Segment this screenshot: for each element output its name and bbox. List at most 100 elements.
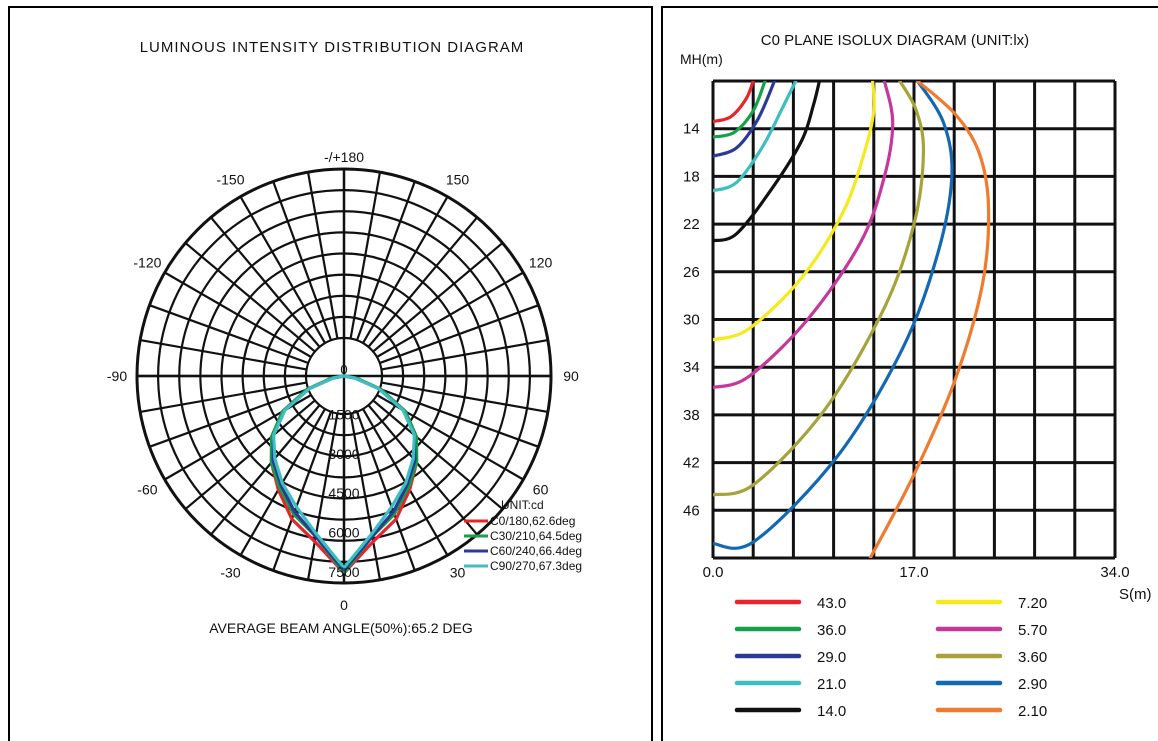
legend-label: 2.90 (1018, 676, 1047, 693)
isolux-curve-36-0 (713, 81, 767, 139)
isolux-curve-21-0 (713, 81, 798, 193)
x-tick-label: 0.0 (703, 564, 724, 581)
legend-label: 5.70 (1018, 622, 1047, 639)
polar-angle-label: -90 (107, 368, 127, 384)
isolux-curve-29-0 (713, 81, 777, 158)
polar-angle-label: -30 (220, 565, 240, 581)
polar-spoke (149, 304, 309, 365)
polar-spoke (306, 171, 339, 339)
y-tick-label: 38 (683, 407, 700, 424)
polar-spoke (367, 404, 478, 536)
isolux-curve-7-20 (713, 81, 876, 342)
polar-curve-c90 (271, 374, 417, 569)
isolux-curve-5-70 (713, 81, 895, 390)
polar-spoke (367, 216, 478, 348)
polar-spoke (149, 387, 309, 448)
polar-spoke (184, 399, 316, 510)
polar-spoke (349, 171, 382, 339)
y-tick-label: 46 (683, 502, 700, 519)
polar-spoke (379, 387, 539, 448)
legend-label: 14.0 (817, 703, 846, 720)
polar-angle-label: -/+180 (324, 149, 364, 165)
y-tick-label: 22 (683, 216, 700, 233)
legend-label: 29.0 (817, 649, 846, 666)
legend-label: 2.10 (1018, 703, 1047, 720)
polar-angle-label: -150 (216, 171, 244, 187)
legend-label: C0/180,62.6deg (490, 514, 575, 528)
legend-label: C60/240,66.4deg (490, 544, 582, 558)
legend-label: C30/210,64.5deg (490, 529, 582, 543)
y-tick-label: 18 (683, 168, 700, 185)
polar-spoke (272, 411, 333, 571)
polar-spoke (355, 181, 416, 341)
x-axis-label: S(m) (1119, 586, 1152, 603)
polar-spoke (210, 404, 321, 536)
polar-radial-label: 4500 (328, 485, 359, 501)
beam-angle-note: AVERAGE BEAM ANGLE(50%):65.2 DEG (209, 620, 473, 636)
polar-angle-label: 60 (533, 482, 549, 498)
polar-angle-label: 150 (446, 171, 470, 187)
polar-panel: LUMINOUS INTENSITY DISTRIBUTION DIAGRAM … (8, 6, 653, 741)
y-tick-label: 30 (683, 312, 700, 329)
polar-angle-label: -60 (137, 482, 157, 498)
isolux-panel: C0 PLANE ISOLUX DIAGRAM (UNIT:lx) MH(m) … (661, 6, 1158, 741)
isolux-curve-43-0 (713, 81, 755, 124)
polar-title: LUMINOUS INTENSITY DISTRIBUTION DIAGRAM (140, 39, 525, 56)
polar-radial-labels: 1500 3000 4500 6000 7500 (328, 406, 359, 580)
polar-spoke (355, 411, 416, 571)
polar-center-zero: 0 (340, 362, 347, 377)
legend-label: 3.60 (1018, 649, 1047, 666)
polar-angle-label: 30 (450, 565, 466, 581)
polar-spoke (184, 242, 316, 353)
polar-angle-label: 90 (563, 368, 579, 384)
isolux-curves (713, 81, 991, 558)
polar-radial-label: 3000 (328, 446, 359, 462)
isolux-ticks: 14 18 22 26 30 34 38 42 46 0.0 17.0 34.0 (683, 121, 1130, 581)
isolux-curve-3-60 (713, 81, 926, 497)
polar-spoke (362, 196, 449, 344)
polar-radial-label: 1500 (328, 406, 359, 422)
y-tick-label: 26 (683, 264, 700, 281)
y-tick-label: 42 (683, 455, 700, 472)
isolux-curve-14-0 (713, 81, 822, 243)
legend-label: 36.0 (817, 622, 846, 639)
polar-spoke (381, 338, 549, 371)
polar-legend: C0/180,62.6degC30/210,64.5degC60/240,66.… (464, 514, 582, 573)
polar-angle-label: 0 (340, 597, 348, 613)
polar-angle-label: -120 (133, 255, 161, 271)
isolux-legend: 43.0 36.0 29.0 21.0 14.0 7.20 5.70 3.60 2.90 2.10 (734, 595, 1047, 720)
legend-label: 21.0 (817, 676, 846, 693)
isolux-title: C0 PLANE ISOLUX DIAGRAM (UNIT:lx) (761, 32, 1029, 49)
polar-curves (269, 374, 419, 575)
legend-label: 7.20 (1018, 595, 1047, 612)
legend-label: C90/270,67.3deg (490, 559, 582, 573)
x-tick-label: 34.0 (1100, 564, 1129, 581)
polar-spoke (139, 381, 307, 414)
polar-spoke (139, 338, 307, 371)
polar-chart: LUMINOUS INTENSITY DISTRIBUTION DIAGRAM … (107, 39, 582, 636)
polar-spoke (239, 196, 326, 344)
polar-spoke (272, 181, 333, 341)
legend-label: 43.0 (817, 595, 846, 612)
polar-spoke (164, 271, 312, 358)
polar-spoke (376, 271, 524, 358)
polar-angle-labels: -/+180-150 150-120 120-90 90-60 60-30 3000 (107, 149, 579, 613)
polar-spoke (372, 399, 504, 510)
y-tick-label: 14 (683, 121, 700, 138)
x-tick-label: 17.0 (899, 564, 928, 581)
polar-radial-label: 6000 (328, 525, 359, 541)
polar-spoke (349, 413, 382, 581)
polar-angle-label: 120 (529, 255, 553, 271)
unit-label: UNIT:cd (501, 498, 544, 512)
isolux-chart: C0 PLANE ISOLUX DIAGRAM (UNIT:lx) MH(m) … (680, 32, 1152, 720)
isolux-curve-2-10 (868, 81, 991, 558)
isolux-curve-2-90 (713, 81, 954, 550)
polar-spoke (306, 413, 339, 581)
polar-spoke (381, 381, 549, 414)
polar-grid (135, 167, 553, 585)
y-axis-label: MH(m) (680, 51, 723, 67)
polar-radial-label: 7500 (328, 564, 359, 580)
polar-spoke (379, 304, 539, 365)
polar-spoke (210, 216, 321, 348)
y-tick-label: 34 (683, 359, 700, 376)
